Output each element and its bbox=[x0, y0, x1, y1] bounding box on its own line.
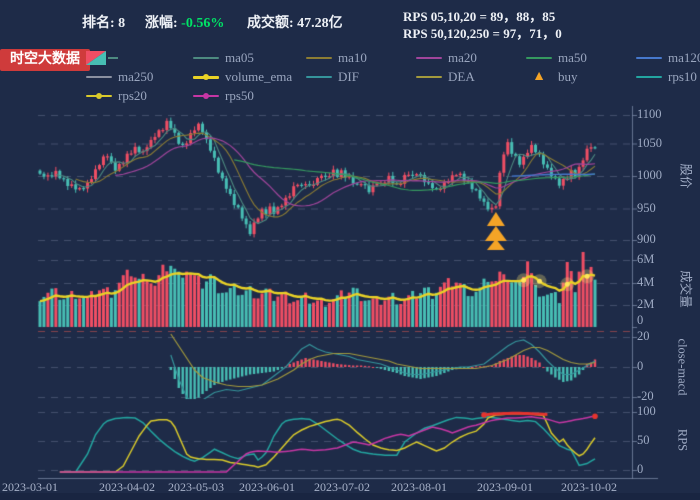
legend-label: buy bbox=[558, 69, 578, 84]
x-axis-tick: 2023-03-01 bbox=[2, 480, 58, 494]
legend-swatch bbox=[306, 76, 332, 78]
rank-label: 排名: bbox=[82, 16, 115, 31]
legend-swatch bbox=[86, 76, 112, 78]
rps-header-line2: RPS 50,120,250 = 97，71，0 bbox=[403, 26, 562, 41]
legend-swatch bbox=[416, 76, 442, 78]
legend-label: rps50 bbox=[225, 88, 254, 103]
legend-label: ma05 bbox=[225, 50, 254, 65]
legend-item-rps10[interactable]: rps10 bbox=[636, 69, 697, 85]
turnover-stat: 成交额: 47.28亿 bbox=[247, 12, 343, 32]
legend-label: ma120 bbox=[668, 50, 700, 65]
volume-axis-tick: 6M bbox=[637, 252, 655, 266]
legend-swatch bbox=[416, 57, 442, 59]
change-label: 涨幅: bbox=[145, 16, 178, 31]
legend-label: ma250 bbox=[118, 69, 154, 84]
rps-axis-tick: 50 bbox=[637, 433, 650, 447]
x-axis-tick: 2023-09-01 bbox=[477, 480, 533, 494]
legend-item-ma05[interactable]: ma05 bbox=[193, 50, 254, 66]
legend-item-ma10[interactable]: ma10 bbox=[306, 50, 367, 66]
legend-label: ma20 bbox=[448, 50, 477, 65]
change-stat: 涨幅: -0.56% bbox=[145, 12, 224, 32]
macd-axis-tick: 20 bbox=[637, 329, 650, 343]
legend-item-ma50[interactable]: ma50 bbox=[526, 50, 587, 66]
volume-axis-tick: 4M bbox=[637, 275, 655, 289]
legend-item-rps20[interactable]: rps20 bbox=[86, 88, 147, 104]
price-axis-tick: 900 bbox=[637, 232, 656, 246]
rank-value: 8 bbox=[118, 16, 126, 31]
macd-axis-name: close-macd bbox=[675, 338, 690, 396]
legend-swatch bbox=[86, 93, 112, 99]
volume-axis-tick: 0 bbox=[637, 313, 644, 327]
buy-triangle-icon: ▲ bbox=[532, 69, 546, 84]
legend-label: volume_ema bbox=[225, 69, 293, 84]
legend-item-DEA[interactable]: DEA bbox=[416, 69, 475, 85]
x-axis-tick: 2023-08-01 bbox=[391, 480, 447, 494]
legend-label: ma10 bbox=[338, 50, 367, 65]
legend-label: rps20 bbox=[118, 88, 147, 103]
rps-axis-name: RPS bbox=[675, 428, 690, 452]
rps-header-line1: RPS 05,10,20 = 89，88，85 bbox=[403, 9, 556, 24]
legend-item-ma20[interactable]: ma20 bbox=[416, 50, 477, 66]
rps-axis-tick: 100 bbox=[637, 404, 656, 418]
price-axis-tick: 950 bbox=[637, 200, 656, 215]
legend-swatch bbox=[526, 57, 552, 59]
legend-swatch bbox=[193, 57, 219, 59]
change-value: -0.56% bbox=[181, 16, 225, 31]
legend-item-rps50[interactable]: rps50 bbox=[193, 88, 254, 104]
legend-label: DEA bbox=[448, 69, 475, 84]
price-axis-tick: 1000 bbox=[637, 168, 662, 182]
legend-label: DIF bbox=[338, 69, 359, 84]
legend-label: ma50 bbox=[558, 50, 587, 65]
x-axis-tick: 2023-05-03 bbox=[168, 480, 224, 494]
x-axis-tick: 2023-04-02 bbox=[99, 480, 155, 494]
price-axis-tick: 1100 bbox=[637, 107, 662, 121]
legend-item-ma120[interactable]: ma120 bbox=[636, 50, 700, 66]
watermark-badge: 时空大数据 bbox=[0, 49, 90, 71]
x-axis-tick: 2023-10-02 bbox=[561, 480, 617, 494]
bottom-strip bbox=[0, 493, 700, 500]
legend-swatch bbox=[193, 93, 219, 99]
volume-axis-tick: 2M bbox=[637, 297, 655, 311]
macd-axis-tick: 0 bbox=[637, 359, 644, 373]
legend-swatch bbox=[636, 76, 662, 78]
x-axis-tick: 2023-06-01 bbox=[239, 480, 295, 494]
price-axis-name: 股价 bbox=[678, 163, 693, 189]
legend-item-kline[interactable] bbox=[86, 50, 118, 66]
legend-swatch bbox=[636, 57, 662, 59]
rank-stat: 排名: 8 bbox=[82, 12, 125, 32]
legend-item-DIF[interactable]: DIF bbox=[306, 69, 359, 85]
legend-label: rps10 bbox=[668, 69, 697, 84]
turnover-value: 47.28亿 bbox=[297, 16, 343, 31]
legend-swatch bbox=[193, 73, 219, 80]
price-axis-tick: 1050 bbox=[637, 135, 662, 150]
rps-axis-tick: 0 bbox=[637, 462, 644, 476]
macd-axis-tick: -20 bbox=[637, 389, 654, 403]
legend-swatch bbox=[306, 57, 332, 59]
legend-item-volume_ema[interactable]: volume_ema bbox=[193, 69, 292, 85]
kline-icon bbox=[86, 51, 106, 65]
x-axis-tick: 2023-07-02 bbox=[314, 480, 370, 494]
legend-item-buy[interactable]: ▲ buy bbox=[526, 69, 578, 85]
legend-item-ma250[interactable]: ma250 bbox=[86, 69, 153, 85]
volume-axis-name: 成交量 bbox=[678, 270, 693, 308]
turnover-label: 成交额: bbox=[247, 16, 294, 31]
